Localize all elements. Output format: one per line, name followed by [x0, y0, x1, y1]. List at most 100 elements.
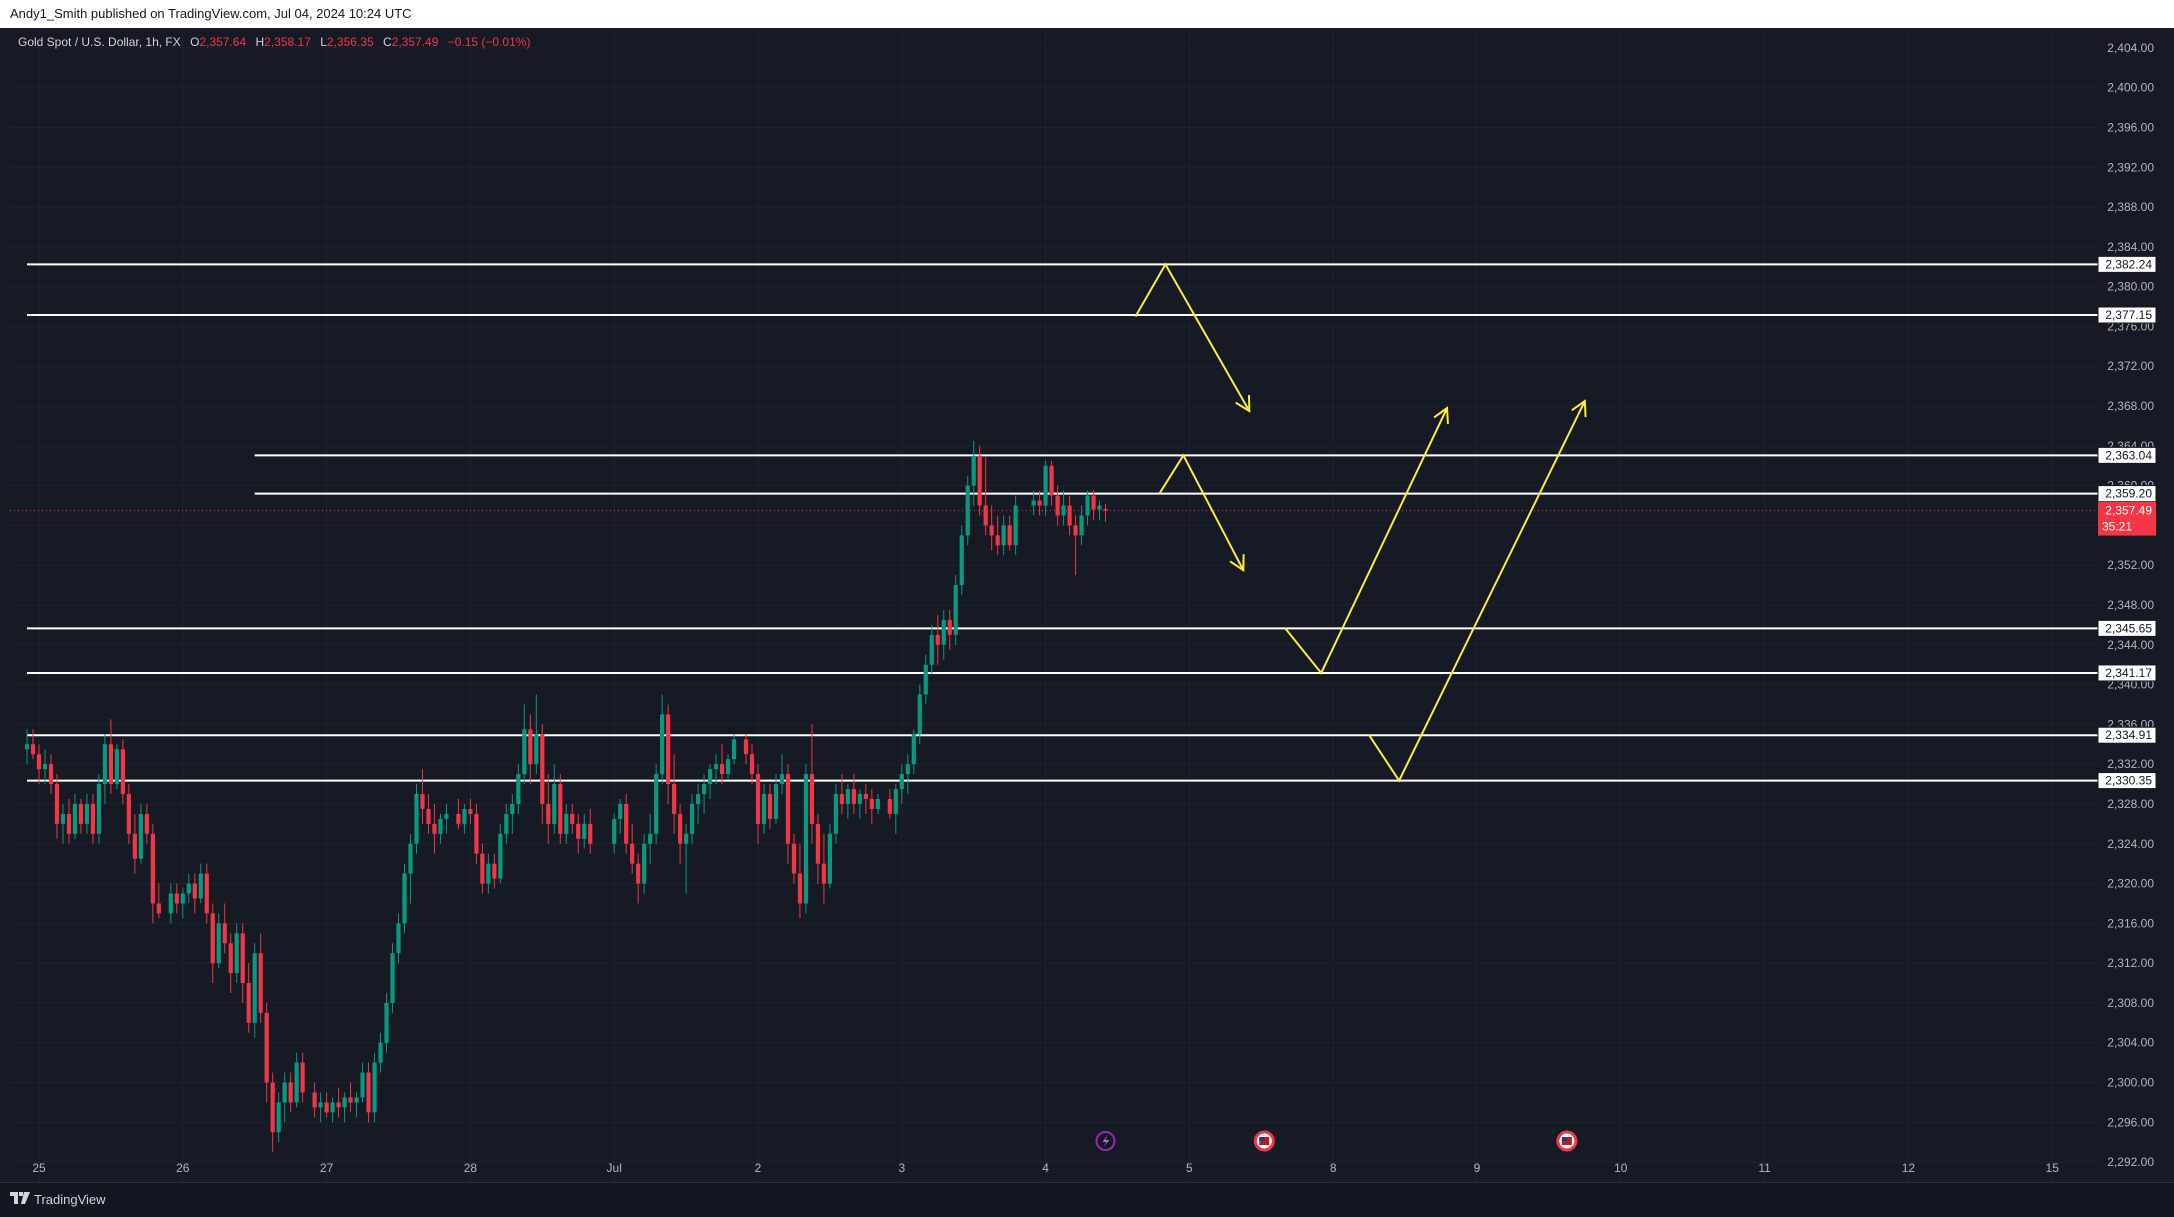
candle-body [168, 893, 173, 914]
candle-body [582, 823, 587, 839]
price-tick-label: 2,344.00 [2107, 638, 2154, 652]
candle-body [564, 813, 569, 834]
level-price-label: 2,377.15 [2105, 308, 2152, 322]
candle-body [138, 813, 143, 859]
candle-body [36, 754, 42, 770]
price-tick-label: 2,404.00 [2107, 41, 2154, 55]
candle-body [1007, 525, 1012, 546]
candle-body [1043, 465, 1048, 506]
time-tick-label: 25 [32, 1161, 46, 1175]
candle-body [216, 923, 221, 964]
candle-body [420, 794, 425, 809]
price-tick-label: 2,308.00 [2107, 996, 2154, 1010]
candle-body [1055, 495, 1060, 516]
close-label: C [382, 35, 392, 49]
price-chart[interactable]: 2,292.00 2,296.00 2,300.00 2,304.00 2,308.00… [0, 28, 2174, 1182]
annotation-arrowhead [1433, 406, 1449, 425]
candle-body [486, 863, 491, 884]
candle-body [761, 794, 767, 824]
candle-body [725, 759, 731, 775]
candle-body [120, 749, 125, 795]
candle-body [839, 794, 844, 804]
publisher-header: Andy1_Smith published on TradingView.com… [0, 0, 2174, 28]
price-tick-label: 2,384.00 [2107, 240, 2154, 254]
price-tick-label: 2,324.00 [2107, 837, 2154, 851]
time-tick-label: 11 [1758, 1161, 1771, 1175]
brand-label: TradingView [34, 1191, 106, 1207]
candle-body [126, 794, 131, 834]
candle-body [851, 789, 856, 804]
tradingview-brand[interactable]: TradingView [10, 1191, 106, 1207]
candle-body [408, 843, 413, 874]
candle-body [983, 505, 988, 526]
price-tick-label: 2,372.00 [2107, 359, 2154, 373]
time-tick-label: 15 [2046, 1161, 2060, 1175]
candle-body [276, 1102, 281, 1133]
candle-body [414, 794, 419, 844]
price-tick-label: 2,400.00 [2107, 81, 2154, 95]
time-tick-label: 5 [1186, 1161, 1193, 1175]
candle-body [917, 694, 922, 735]
price-tick-label: 2,380.00 [2107, 280, 2154, 294]
price-tick-label: 2,396.00 [2107, 120, 2154, 134]
price-tick-label: 2,304.00 [2107, 1036, 2154, 1050]
grid [10, 28, 2098, 1182]
open-label: O [190, 35, 200, 49]
candle-body [312, 1092, 317, 1108]
candle-body [60, 813, 66, 824]
candle-body [815, 823, 821, 864]
candle-body [144, 813, 149, 834]
candle-body [102, 744, 108, 785]
candle-body [731, 739, 737, 760]
candle-body [504, 813, 509, 834]
candle-body [336, 1102, 341, 1108]
candle-body [222, 923, 227, 944]
candle-body [923, 664, 928, 695]
annotation-arrowhead [1571, 399, 1587, 418]
candle-body [953, 585, 958, 635]
candle-body [713, 764, 719, 770]
last-price-tag [2098, 501, 2156, 536]
candle-body [642, 843, 647, 884]
candle-body [210, 913, 215, 964]
level-price-label: 2,382.24 [2105, 257, 2152, 271]
candle-body [618, 803, 623, 819]
time-tick-label: 4 [1042, 1161, 1049, 1175]
candle-body [318, 1102, 323, 1108]
candle-body [282, 1082, 287, 1103]
candle-body [300, 1062, 305, 1093]
tradingview-logo-icon [10, 1191, 30, 1207]
event-markers[interactable] [1095, 1130, 1578, 1152]
close-value: 2,357.49 [391, 35, 439, 49]
level-price-label: 2,341.17 [2105, 666, 2152, 680]
candle-body [1079, 515, 1084, 536]
candle-body [438, 818, 443, 834]
candle-body [648, 833, 653, 844]
candle-body [342, 1097, 347, 1108]
time-tick-label: 27 [320, 1161, 334, 1175]
price-tick-label: 2,312.00 [2107, 956, 2154, 970]
candle-body [719, 764, 725, 775]
candle-body [893, 789, 898, 814]
time-tick-label: 3 [898, 1161, 905, 1175]
candle-body [689, 803, 695, 834]
candle-body [941, 619, 946, 645]
level-price-tag [2097, 446, 2157, 464]
candle-body [785, 774, 791, 844]
candle-body [378, 1042, 383, 1063]
price-axis[interactable]: 2,292.00 2,296.00 2,300.00 2,304.00 2,308.00… [2097, 28, 2174, 1182]
candle-body [156, 903, 161, 914]
symbol-legend[interactable]: Gold Spot / U.S. Dollar, 1h, FX O2,357.6… [18, 35, 530, 49]
annotation-polyline [1368, 400, 1586, 783]
flag-canton [1561, 1137, 1567, 1141]
candle-body [588, 823, 593, 844]
candle-body [150, 833, 155, 904]
candle-body [480, 853, 485, 884]
time-axis[interactable]: 25 26 27 28 Jul 2 3 4 5 8 9 10 11 12 15 [32, 1161, 2059, 1175]
candle-body [384, 1002, 389, 1043]
candle-body [426, 808, 431, 824]
candle-body [354, 1097, 359, 1103]
candle-body [66, 813, 72, 834]
candle-body [474, 813, 479, 854]
candle-body [749, 754, 755, 775]
